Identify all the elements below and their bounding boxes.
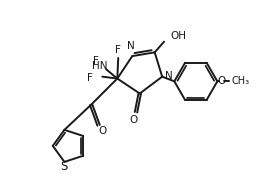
Text: F: F (87, 73, 93, 83)
Text: O: O (129, 115, 137, 125)
Text: CH₃: CH₃ (232, 76, 250, 86)
Text: O: O (98, 126, 106, 136)
Text: N: N (165, 71, 173, 81)
Text: HN: HN (91, 61, 107, 71)
Text: S: S (61, 160, 68, 173)
Text: N: N (126, 41, 134, 51)
Text: OH: OH (171, 31, 187, 42)
Text: F: F (115, 45, 121, 55)
Text: F: F (93, 56, 99, 66)
Text: O: O (218, 76, 226, 86)
